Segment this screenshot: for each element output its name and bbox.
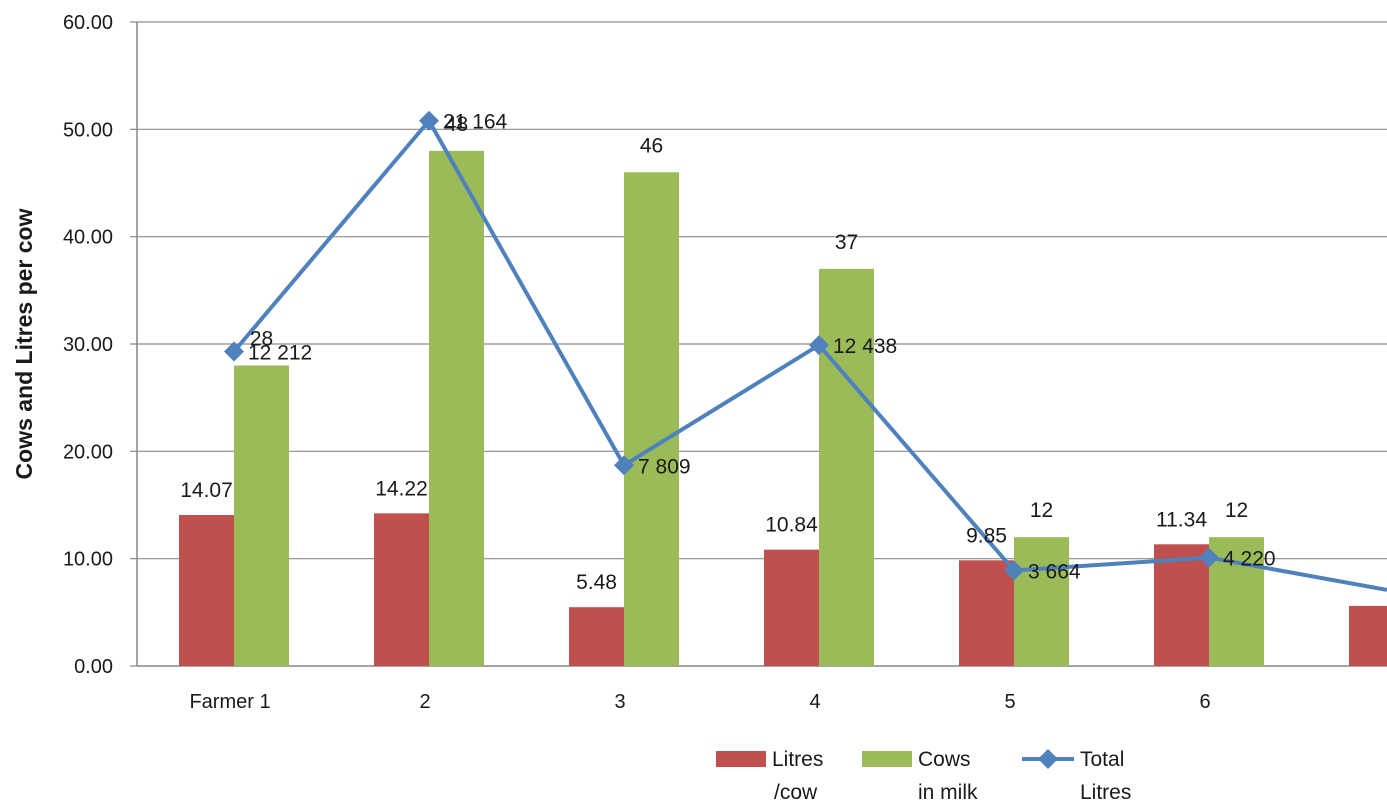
y-tick-label: 60.00 bbox=[63, 12, 113, 34]
bars bbox=[179, 150, 1387, 667]
legend-label: Cows bbox=[918, 748, 971, 771]
data-label-cows-in-milk: 37 bbox=[835, 231, 858, 254]
x-tick-label: 2 bbox=[419, 691, 430, 713]
y-tick-label: 10.00 bbox=[63, 549, 113, 571]
bar-cows-in-milk bbox=[429, 150, 484, 667]
gridlines bbox=[130, 21, 1387, 667]
data-label-litres-per-cow: 11.34 bbox=[1156, 508, 1207, 531]
bar-cows-in-milk bbox=[1014, 537, 1069, 666]
x-tick-label: 5 bbox=[1004, 691, 1015, 713]
total-litres-line bbox=[224, 110, 1387, 592]
legend-swatch bbox=[862, 751, 912, 767]
data-label-cows-in-milk: 46 bbox=[640, 134, 663, 157]
legend-label: Total bbox=[1080, 748, 1124, 771]
data-label-total-litres: 21 164 bbox=[443, 111, 508, 134]
bar-cows-in-milk bbox=[234, 365, 289, 666]
data-label-cows-in-milk: 12 bbox=[1225, 499, 1248, 522]
legend-swatch bbox=[716, 751, 766, 767]
bar-litres-per-cow bbox=[374, 513, 429, 666]
legend-label: Litres bbox=[772, 748, 823, 771]
bar-litres-per-cow bbox=[1349, 605, 1387, 666]
y-tick-label: 20.00 bbox=[63, 441, 113, 463]
bar-cows-in-milk bbox=[624, 172, 679, 666]
data-label-total-litres: 4 220 bbox=[1223, 548, 1276, 571]
y-axis-title: Cows and Litres per cow bbox=[11, 208, 37, 479]
total-litres-marker bbox=[224, 341, 244, 362]
data-label-total-litres: 7 809 bbox=[638, 455, 691, 478]
data-label-litres-per-cow: 14.07 bbox=[180, 479, 233, 502]
total-litres-marker bbox=[809, 335, 829, 356]
bar-litres-per-cow bbox=[959, 560, 1014, 666]
legend-label: Litres bbox=[1080, 781, 1131, 803]
y-tick-label: 0.00 bbox=[74, 656, 113, 678]
data-labels: 14.0714.225.4810.849.8511.345.2848463712… bbox=[180, 111, 1276, 594]
y-tick-labels: 0.00 10.00 20.00 30.00 40.00 50.00 60.00 bbox=[63, 12, 113, 678]
data-label-litres-per-cow: 9.85 bbox=[966, 524, 1007, 547]
data-label-litres-per-cow: 10.84 bbox=[765, 514, 818, 537]
data-label-total-litres: 12 438 bbox=[833, 335, 897, 358]
x-tick-label: 4 bbox=[809, 691, 820, 713]
y-tick-label: 40.00 bbox=[63, 227, 113, 249]
x-tick-label: 3 bbox=[614, 691, 625, 713]
bar-litres-per-cow bbox=[1154, 544, 1209, 666]
bar-litres-per-cow bbox=[764, 549, 819, 666]
bar-cows-in-milk bbox=[819, 268, 874, 666]
y-tick-label: 30.00 bbox=[63, 334, 113, 356]
x-tick-label: Farmer 1 bbox=[189, 691, 270, 713]
total-litres-marker bbox=[614, 455, 634, 476]
y-tick-label: 50.00 bbox=[63, 119, 113, 141]
x-tick-labels: Farmer 1 2 3 4 5 6 bbox=[189, 691, 1210, 713]
data-label-total-litres: 3 664 bbox=[1028, 560, 1081, 583]
legend-label: in milk bbox=[918, 781, 978, 803]
total-litres-marker bbox=[419, 110, 439, 131]
bar-litres-per-cow bbox=[179, 514, 234, 666]
data-label-litres-per-cow: 5.48 bbox=[576, 571, 617, 594]
total-litres-marker bbox=[1199, 547, 1219, 568]
legend-marker bbox=[1038, 749, 1058, 769]
legend-label: /cow bbox=[774, 781, 818, 803]
data-label-cows-in-milk: 28 bbox=[250, 327, 273, 350]
data-label-cows-in-milk: 12 bbox=[1030, 499, 1053, 522]
data-label-litres-per-cow: 14.22 bbox=[375, 477, 428, 500]
legend: Litres/cow Cows in milk Total Litres bbox=[716, 748, 1131, 803]
data-label-total-litres: 12 212 bbox=[248, 342, 312, 365]
bar-litres-per-cow bbox=[569, 607, 624, 666]
data-label-cows-in-milk: 48 bbox=[445, 113, 468, 136]
x-tick-label: 6 bbox=[1199, 691, 1210, 713]
total-litres-marker bbox=[1004, 560, 1024, 581]
